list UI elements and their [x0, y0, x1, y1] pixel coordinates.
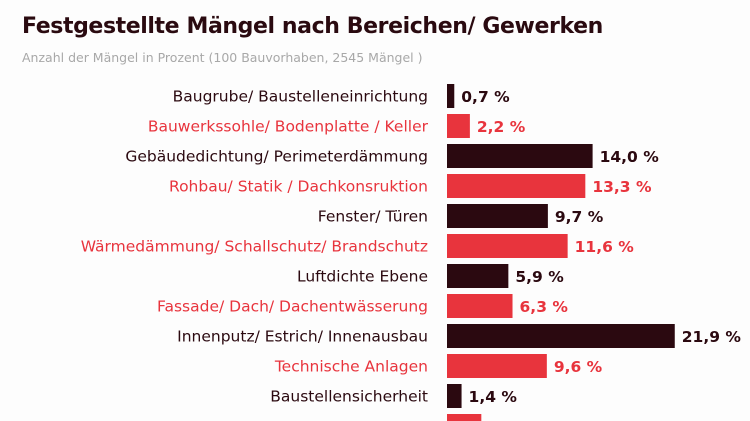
bar	[447, 294, 513, 318]
category-label: Luftdichte Ebene	[297, 268, 428, 286]
chart-subtitle: Anzahl der Mängel in Prozent (100 Bauvor…	[22, 50, 423, 65]
value-label: 5,9 %	[515, 268, 564, 286]
value-label: 1,4 %	[469, 388, 518, 406]
category-label: Innenputz/ Estrich/ Innenausbau	[177, 328, 428, 346]
category-label: Wärmedämmung/ Schallschutz/ Brandschutz	[81, 238, 428, 256]
bar	[447, 204, 548, 228]
bar	[447, 234, 568, 258]
bar	[447, 414, 482, 421]
value-label: 13,3 %	[592, 178, 652, 196]
bar	[447, 384, 462, 408]
bar	[447, 114, 470, 138]
value-label: 9,7 %	[555, 208, 604, 226]
category-label: Baustellensicherheit	[270, 388, 428, 406]
value-label: 6,3 %	[520, 298, 569, 316]
bar	[447, 174, 586, 198]
value-label: 9,6 %	[554, 358, 603, 376]
category-label: Gebäudedichtung/ Perimeterdämmung	[125, 148, 428, 166]
value-label: 0,7 %	[461, 88, 510, 106]
category-label: Technische Anlagen	[274, 358, 428, 376]
category-label: Rohbau/ Statik / Dachkonsruktion	[169, 178, 428, 196]
bar	[447, 84, 455, 108]
value-label: 21,9 %	[682, 328, 742, 346]
value-label: 11,6 %	[575, 238, 635, 256]
category-label: Fassade/ Dach/ Dachentwässerung	[157, 298, 428, 316]
bar	[447, 144, 593, 168]
value-label: 14,0 %	[600, 148, 660, 166]
value-label: 2,2 %	[477, 118, 526, 136]
category-label: Bauwerkssohle/ Bodenplatte / Keller	[148, 118, 429, 136]
bar	[447, 264, 509, 288]
chart-title: Festgestellte Mängel nach Bereichen/ Gew…	[22, 14, 603, 39]
bar	[447, 324, 675, 348]
category-label: Baugrube/ Baustelleneinrichtung	[173, 88, 428, 106]
bar	[447, 354, 547, 378]
category-label: Fenster/ Türen	[318, 208, 428, 226]
